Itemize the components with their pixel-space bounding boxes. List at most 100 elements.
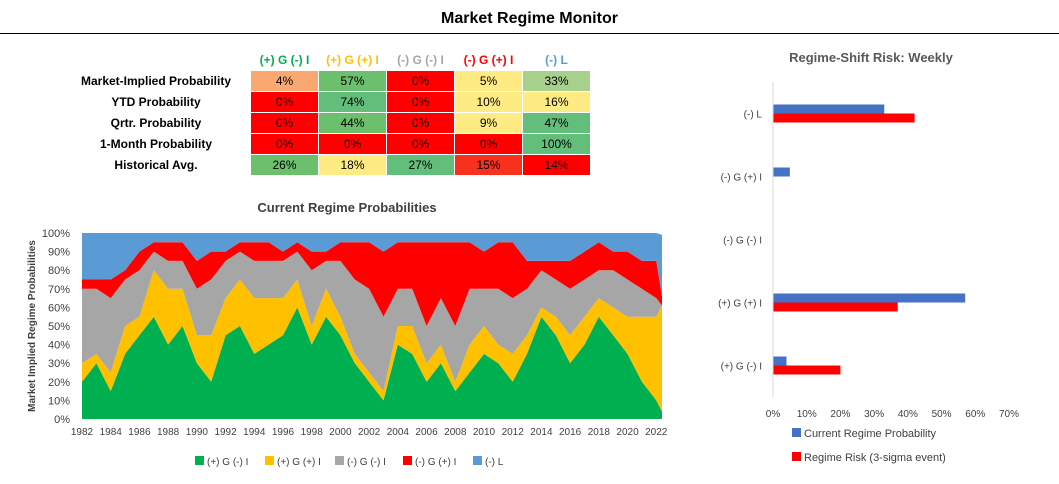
probability-cell: 0% [386, 133, 455, 155]
x-tick-label: 2006 [415, 427, 438, 438]
x-tick-label: 1986 [128, 427, 151, 438]
x-tick-label: 2010 [473, 427, 496, 438]
regime-shift-risk-chart: Regime-Shift Risk: Weekly 0% 10% 20% 30% 40%… [718, 50, 1019, 464]
chart-legend: Current Regime Probability Regime Risk (3… [792, 428, 946, 464]
chart-title: Current Regime Probabilities [257, 200, 436, 215]
legend-label: (-) L [485, 457, 504, 468]
probability-cell: 27% [386, 154, 455, 176]
probability-cell: 0% [250, 133, 319, 155]
legend-swatch [403, 456, 412, 465]
row-label: 1-Month Probability [100, 137, 212, 151]
bar [773, 356, 787, 366]
x-tick-label: 50% [932, 409, 952, 420]
plot-area [82, 233, 662, 419]
probability-cell: 0% [386, 112, 455, 134]
legend-swatch [265, 456, 274, 465]
page-title: Market Regime Monitor [441, 10, 618, 27]
area-series [82, 233, 662, 297]
x-tick-label: 1996 [272, 427, 295, 438]
area-series [82, 242, 662, 326]
probability-cell: 18% [318, 154, 387, 176]
y-tick-label: 50% [48, 321, 70, 333]
regime-header: (-) L [545, 53, 568, 67]
legend-label: (-) G (-) I [347, 457, 386, 468]
table-row: Market-Implied Probability 4% 57% 0% 5% 33% [62, 70, 591, 92]
row-label: Qrtr. Probability [110, 116, 202, 130]
table-row: YTD Probability 0% 74% 0% 10% 16% [62, 91, 591, 113]
y-tick-label: 0% [54, 414, 70, 426]
probability-cell: 57% [318, 70, 387, 92]
legend-label: Current Regime Probability [804, 428, 937, 440]
y-axis-ticks: 0% 10% 20% 30% 40% 50% 60% 70% 80% 90% 100% [42, 228, 70, 426]
x-tick-label: 1998 [301, 427, 324, 438]
x-tick-label: 2022 [645, 427, 668, 438]
y-tick-label: 100% [42, 228, 70, 240]
x-tick-label: 2004 [387, 427, 410, 438]
probability-cell: 0% [386, 70, 455, 92]
title-divider [0, 33, 1059, 34]
x-tick-label: 1990 [186, 427, 209, 438]
y-tick-label: 30% [48, 358, 70, 370]
x-tick-label: 30% [864, 409, 884, 420]
legend-label: (-) G (+) I [415, 457, 456, 468]
probability-cell: 16% [522, 91, 591, 113]
regime-header: (+) G (-) I [259, 53, 310, 67]
probability-cell: 26% [250, 154, 319, 176]
chart-legend: (+) G (-) I (+) G (+) I (-) G (-) I (-) G (… [195, 456, 504, 468]
bar [773, 293, 966, 303]
probability-cell: 0% [250, 112, 319, 134]
regime-probabilities-chart: Current Regime Probabilities Market Impl… [27, 200, 668, 468]
table-header-row: (+) G (-) I (+) G (+) I (-) G (-) I (-) … [62, 50, 591, 71]
y-tick-label: 40% [48, 340, 70, 352]
probability-cell: 0% [454, 133, 523, 155]
x-tick-label: 2014 [530, 427, 553, 438]
x-tick-label: 1992 [214, 427, 237, 438]
x-axis-ticks: 0% 10% 20% 30% 40% 50% 60% 70% [766, 409, 1019, 420]
regime-header: (-) G (-) I [397, 53, 444, 67]
y-tick-label: 20% [48, 377, 70, 389]
x-tick-label: 2020 [616, 427, 639, 438]
bar [773, 167, 790, 177]
x-tick-label: 2002 [358, 427, 381, 438]
legend-label: (+) G (-) I [207, 457, 248, 468]
x-tick-label: 2008 [444, 427, 467, 438]
category-label: (-) L [744, 110, 763, 121]
x-tick-label: 1982 [71, 427, 94, 438]
x-tick-label: 40% [898, 409, 918, 420]
probability-cell: 47% [522, 112, 591, 134]
area-series [82, 270, 662, 412]
probability-cell: 4% [250, 70, 319, 92]
row-label: Market-Implied Probability [80, 74, 232, 88]
regime-header: (-) G (+) I [463, 53, 514, 67]
legend-swatch [335, 456, 344, 465]
y-tick-label: 90% [48, 247, 70, 259]
x-tick-label: 2000 [329, 427, 352, 438]
category-labels: (-) L (-) G (+) I (-) G (-) I (+) G (+) I (+… [718, 110, 762, 373]
x-tick-label: 70% [999, 409, 1019, 420]
x-tick-label: 20% [830, 409, 850, 420]
regime-header: (+) G (+) I [326, 53, 379, 67]
category-label: (+) G (+) I [718, 299, 762, 310]
category-label: (+) G (-) I [721, 362, 762, 373]
probability-cell: 44% [318, 112, 387, 134]
bar [773, 365, 841, 375]
probability-cell: 14% [522, 154, 591, 176]
x-tick-label: 1994 [243, 427, 266, 438]
legend-swatch [473, 456, 482, 465]
probability-cell: 0% [318, 133, 387, 155]
legend-label: (+) G (+) I [277, 457, 321, 468]
probability-cell: 0% [386, 91, 455, 113]
probability-cell: 0% [250, 91, 319, 113]
x-tick-label: 60% [965, 409, 985, 420]
legend-swatch [792, 452, 801, 461]
probability-table: (+) G (-) I (+) G (+) I (-) G (-) I (-) … [62, 50, 591, 176]
bar [773, 302, 898, 312]
category-label: (-) G (+) I [721, 173, 762, 184]
x-tick-label: 2016 [559, 427, 582, 438]
x-axis-ticks: 1982 1984 1986 1988 1990 1992 1994 1996 1998 2000… [71, 427, 668, 438]
probability-cell: 15% [454, 154, 523, 176]
probability-cell: 5% [454, 70, 523, 92]
row-label: Historical Avg. [114, 158, 198, 172]
probability-cell: 74% [318, 91, 387, 113]
plot-area [772, 82, 966, 397]
